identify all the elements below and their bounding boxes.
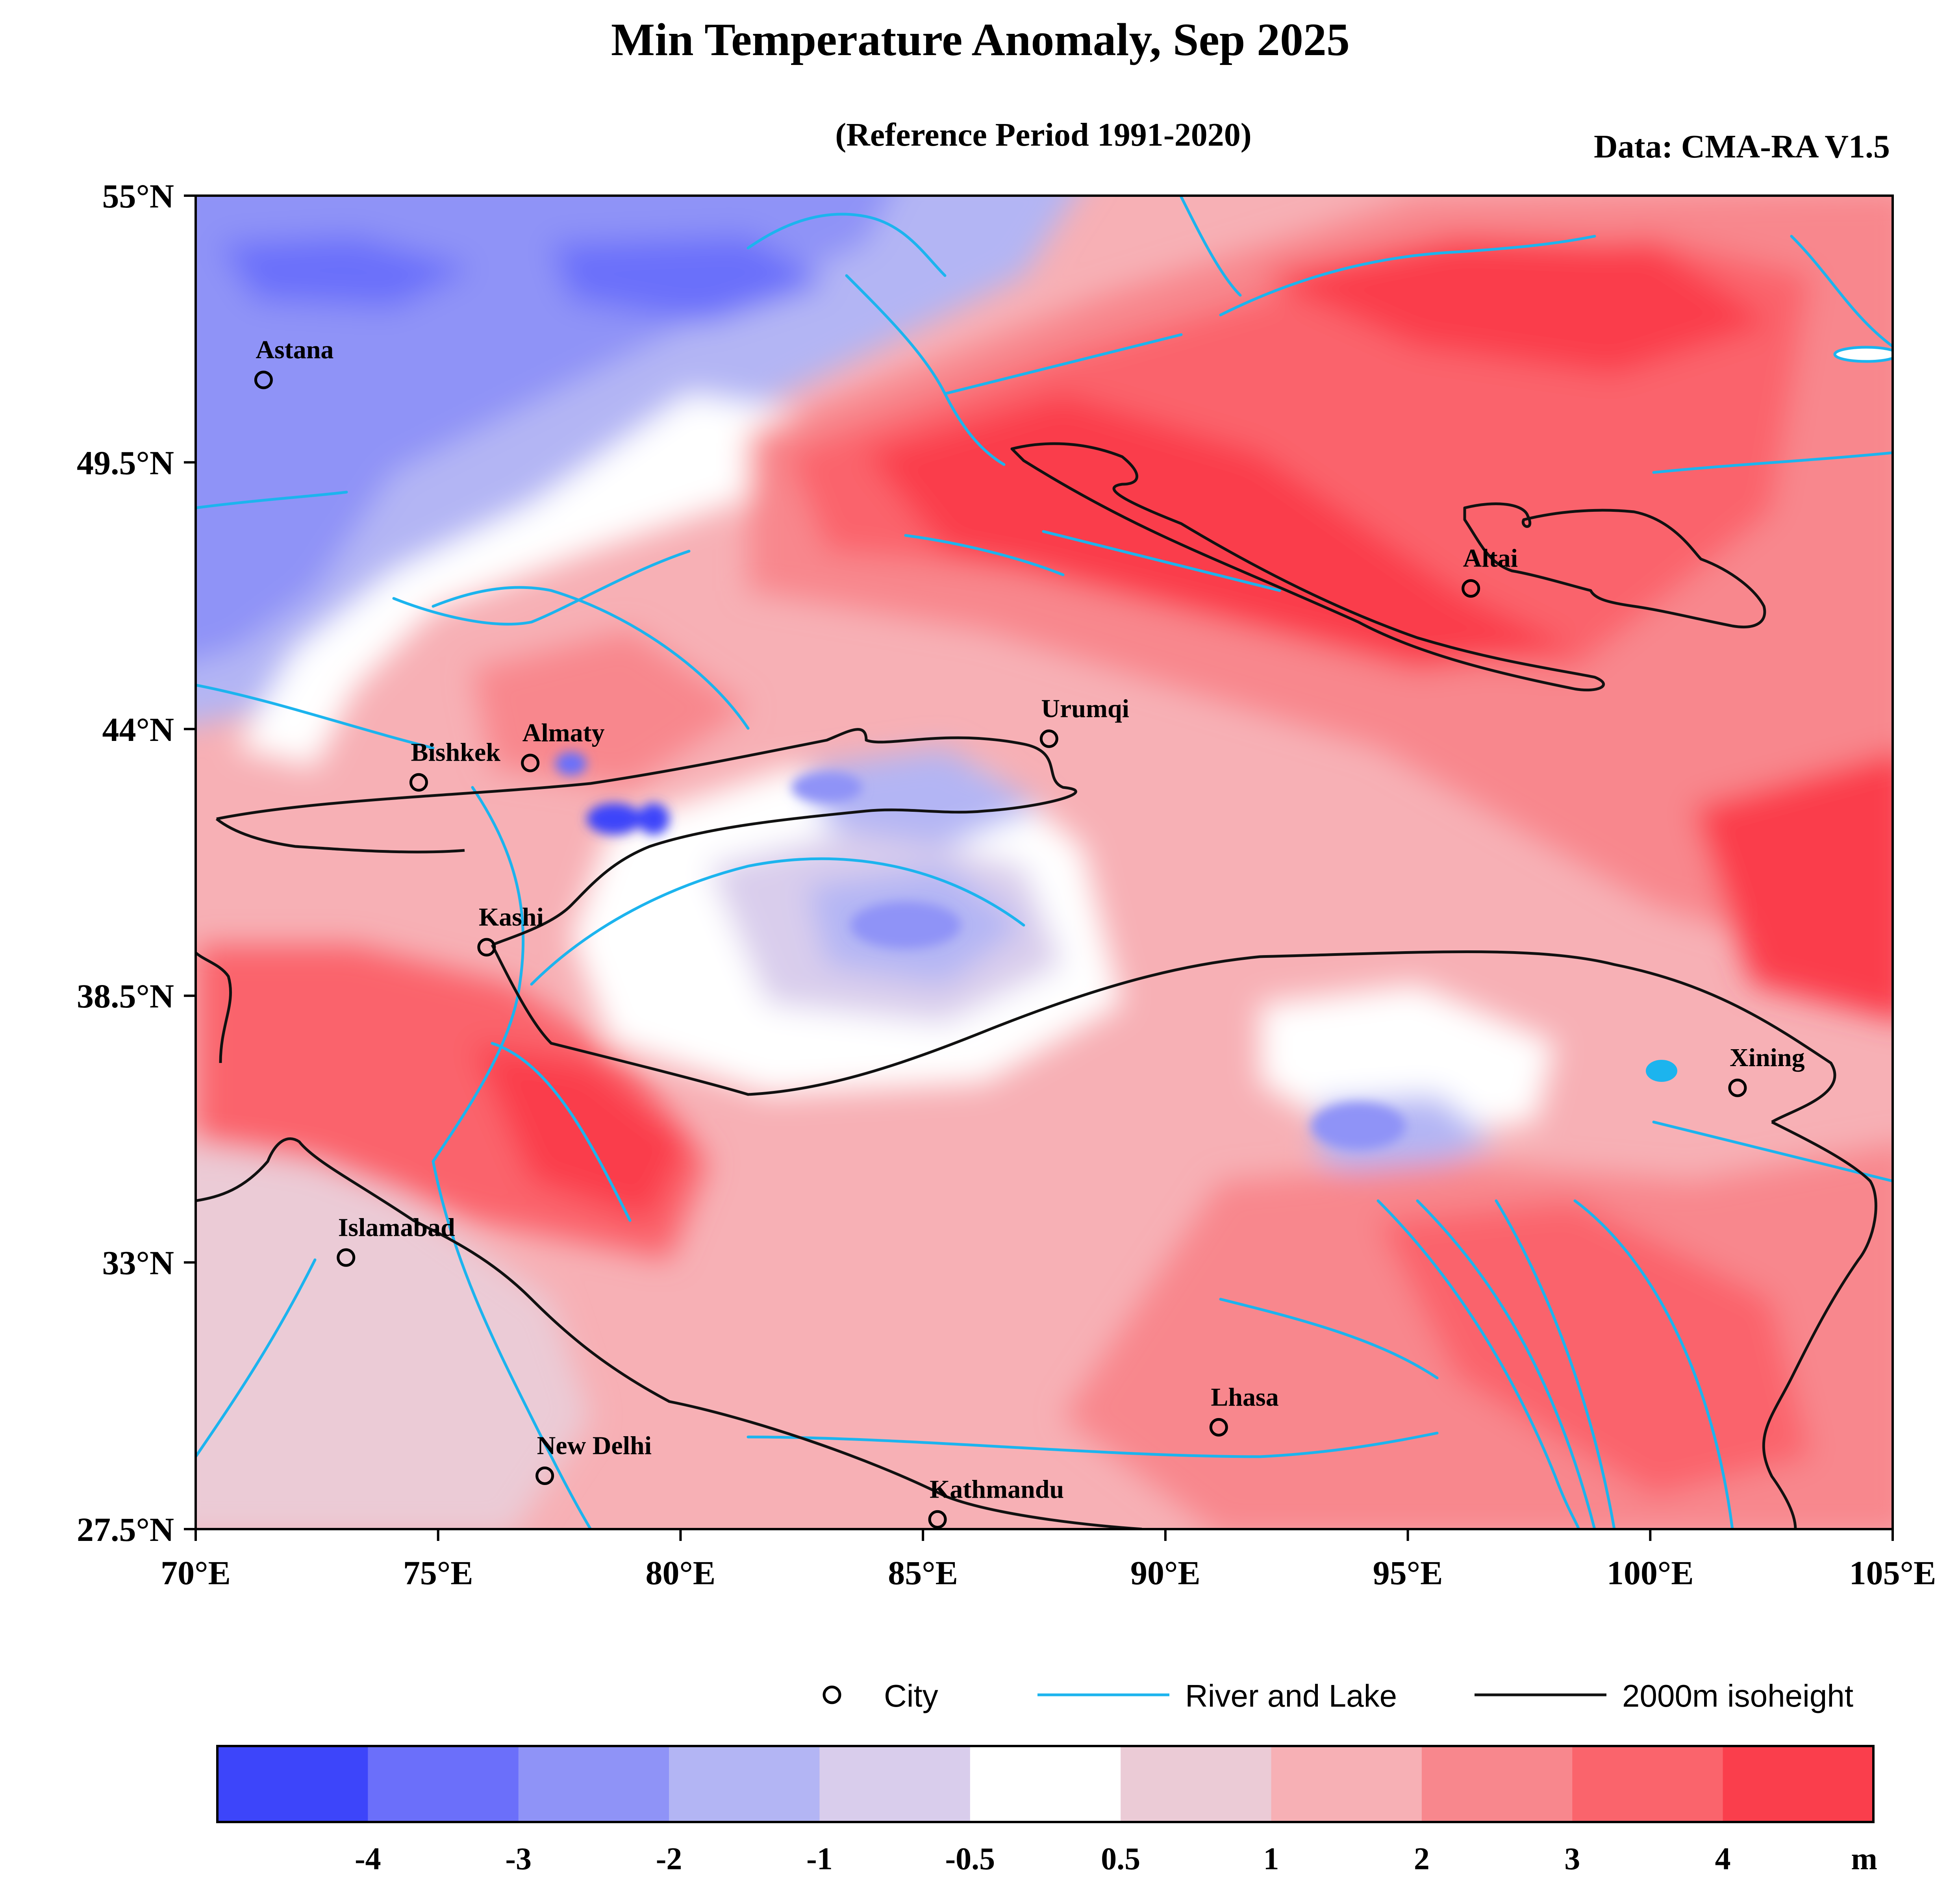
city-marker [1462, 579, 1480, 598]
colorbar-swatch [1271, 1746, 1422, 1822]
colorbar-label: 2 [1414, 1842, 1430, 1876]
isoheight-legend-label: 2000m isoheight [1622, 1678, 1853, 1713]
colorbar-label: 0.5 [1101, 1842, 1140, 1876]
colorbar: -4 -3 -2 -1 -0.5 0.5 1 2 3 4 m [216, 1745, 1877, 1876]
city-marker [409, 773, 428, 792]
city-marker [1728, 1078, 1747, 1097]
colorbar-swatch [819, 1746, 971, 1822]
city-marker [337, 1248, 356, 1267]
colorbar-swatch [1121, 1746, 1272, 1822]
x-tick-label: 100°E [1607, 1554, 1694, 1592]
city-marker [535, 1467, 554, 1485]
city-marker [1039, 729, 1058, 748]
city-marker [477, 938, 496, 957]
city-label: Urumqi [1041, 694, 1129, 723]
colorbar-label: -3 [505, 1842, 532, 1876]
city-label: Kashi [479, 903, 544, 931]
colorbar-swatch [1723, 1746, 1874, 1822]
anomaly-field [196, 196, 1893, 1529]
city-label: Islamabad [338, 1213, 455, 1242]
river-legend-label: River and Lake [1185, 1678, 1397, 1713]
y-tick-label: 38.5°N [77, 977, 174, 1015]
city-label: Kathmandu [930, 1475, 1064, 1504]
x-tick-label: 80°E [646, 1554, 716, 1592]
colorbar-label: -1 [806, 1842, 833, 1876]
colorbar-unit: m [1851, 1842, 1877, 1876]
city-label: Altai [1463, 544, 1518, 573]
x-tick-label: 85°E [888, 1554, 958, 1592]
colorbar-label: -0.5 [945, 1842, 995, 1876]
colorbar-swatch [368, 1746, 519, 1822]
map-legend: City River and Lake 2000m isoheight [823, 1678, 1853, 1713]
y-tick-label: 33°N [102, 1244, 174, 1282]
y-tick-label: 55°N [102, 177, 174, 215]
map-frame [195, 194, 1894, 1530]
colorbar-label: 1 [1263, 1842, 1279, 1876]
latitude-axis: 55°N 49.5°N 44°N 38.5°N 33°N 27.5°N [77, 177, 196, 1548]
data-source-label: Data: CMA-RA V1.5 [1594, 128, 1890, 165]
city-label: Bishkek [411, 738, 500, 767]
colorbar-swatch [518, 1746, 669, 1822]
colorbar-swatch [1421, 1746, 1573, 1822]
city-legend-label: City [884, 1678, 938, 1713]
x-tick-label: 90°E [1130, 1554, 1200, 1592]
map-title: Min Temperature Anomaly, Sep 2025 [611, 14, 1350, 65]
isoheight-contours [196, 442, 1877, 1529]
y-tick-label: 27.5°N [77, 1511, 174, 1548]
city-legend-icon [823, 1685, 841, 1704]
city-label: Almaty [522, 718, 605, 747]
y-tick-label: 44°N [102, 711, 174, 748]
colorbar-label: 3 [1564, 1842, 1580, 1876]
colorbar-swatch [217, 1746, 368, 1822]
x-tick-label: 95°E [1373, 1554, 1443, 1592]
colorbar-swatch [669, 1746, 820, 1822]
city-marker [521, 754, 540, 772]
colorbar-frame [216, 1745, 1875, 1823]
city-label: Astana [256, 335, 333, 364]
city-marker [928, 1510, 947, 1529]
y-tick-label: 49.5°N [77, 444, 174, 481]
colorbar-label: -4 [355, 1842, 381, 1876]
colorbar-label: 4 [1715, 1842, 1731, 1876]
longitude-axis: 70°E 75°E 80°E 85°E 90°E 95°E 100°E 105°E [161, 1529, 1936, 1592]
x-tick-label: 70°E [161, 1554, 231, 1592]
city-marker [1209, 1418, 1228, 1437]
x-tick-label: 105°E [1849, 1554, 1936, 1592]
colorbar-swatch [1572, 1746, 1723, 1822]
city-label: Lhasa [1211, 1383, 1278, 1411]
city-label: Xining [1730, 1043, 1805, 1072]
city-marker [254, 370, 273, 389]
colorbar-label: -2 [656, 1842, 682, 1876]
map-subtitle: (Reference Period 1991-2020) [835, 117, 1251, 153]
river-lines [196, 196, 1893, 1529]
city-markers: Astana Almaty Bishkek Urumqi Altai Kashi Xinin… [254, 335, 1805, 1529]
city-label: New Delhi [537, 1431, 652, 1460]
x-tick-label: 75°E [403, 1554, 473, 1592]
colorbar-swatch [970, 1746, 1121, 1822]
